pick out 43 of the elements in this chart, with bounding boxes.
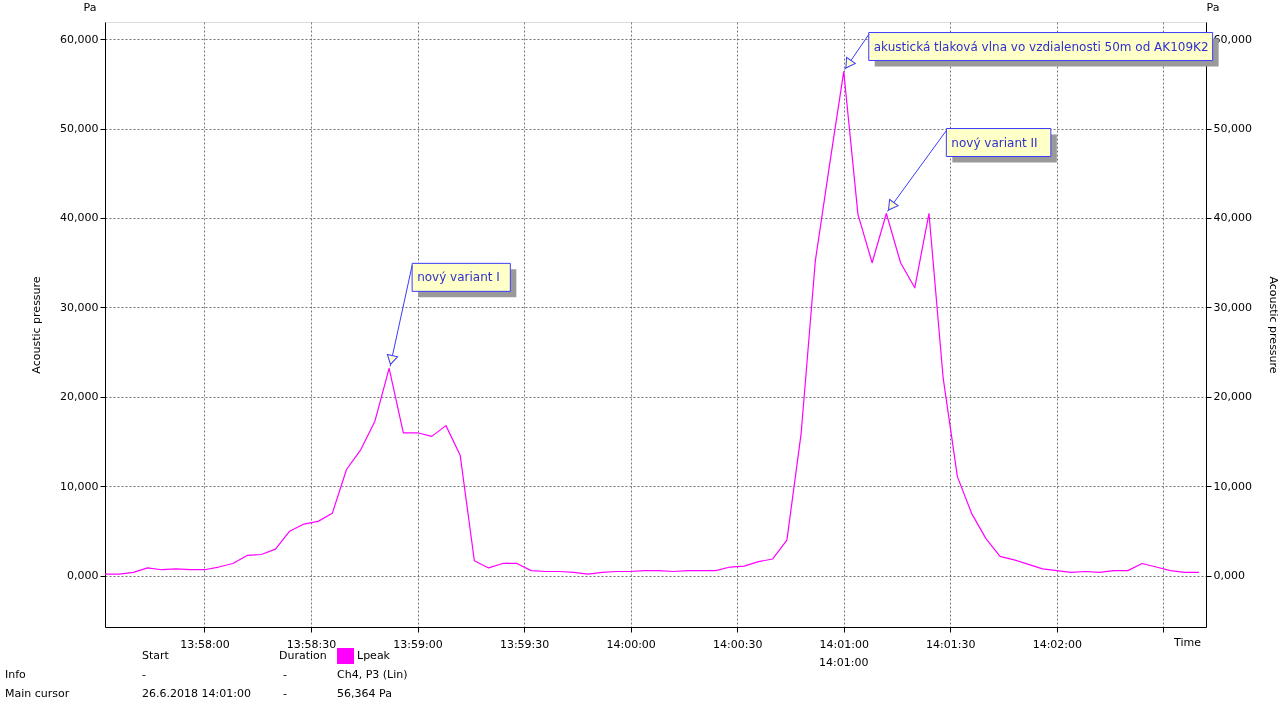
x-tick-label: 13:58:30: [286, 637, 337, 651]
annotation: nový variant I: [417, 270, 500, 285]
x-tick-label: 14:01:30: [926, 637, 976, 651]
text: -: [283, 687, 287, 700]
y-tick-label: 50,000: [60, 122, 99, 135]
text: 26.6.2018 14:01:00: [142, 687, 251, 700]
x-tick-label: 14:00:30: [712, 637, 763, 651]
line-series: [104, 70, 1200, 575]
y2-tick-label: 40,000: [1213, 211, 1252, 225]
text: 14:01:00: [819, 656, 869, 669]
x-tick-label: 13:58:00: [180, 637, 230, 651]
legend-label: Lpeak: [357, 649, 391, 662]
x-axis-title: Time: [1173, 636, 1202, 649]
x-tick-label: 14:00:00: [606, 637, 656, 651]
text: Info: [5, 668, 27, 681]
text: Pa: [83, 1, 97, 14]
y-tick-label: 40,000: [60, 211, 99, 225]
text: -: [142, 668, 146, 681]
x-tick-label: 14:02:00: [1032, 637, 1083, 651]
y2-axis-title: Acoustic pressure: [1266, 276, 1280, 374]
text: Start: [142, 649, 170, 662]
text: 56,364 Pa: [337, 687, 392, 700]
text: Main cursor: [5, 687, 70, 700]
y2-tick-label: 0,000: [1213, 569, 1245, 583]
text: -: [283, 668, 287, 681]
y-tick-label: 20,000: [60, 390, 99, 404]
y-tick-label: 60,000: [60, 32, 99, 46]
text: Pa: [1206, 1, 1220, 14]
y-axis-title: Acoustic pressure: [30, 276, 44, 374]
y-tick-label: 0,000: [67, 569, 99, 583]
annotation: akustická tlaková vlna vo vzdialenosti 50m od AK109K2: [873, 39, 1209, 54]
y-tick-label: 10,000: [60, 479, 99, 493]
y2-tick-label: 30,000: [1213, 301, 1252, 314]
y-tick-label: 30,000: [60, 301, 99, 314]
y2-tick-label: 10,000: [1213, 479, 1252, 493]
x-tick-label: 13:59:00: [393, 637, 443, 651]
y2-tick-label: 50,000: [1213, 122, 1252, 135]
text: Ch4, P3 (Lin): [337, 668, 408, 681]
text: Duration: [279, 649, 327, 662]
x-tick-label: 13:59:30: [499, 637, 550, 651]
y2-tick-label: 20,000: [1213, 390, 1252, 404]
annotation: nový variant II: [951, 135, 1038, 150]
x-tick-label: 14:01:00: [819, 637, 869, 651]
